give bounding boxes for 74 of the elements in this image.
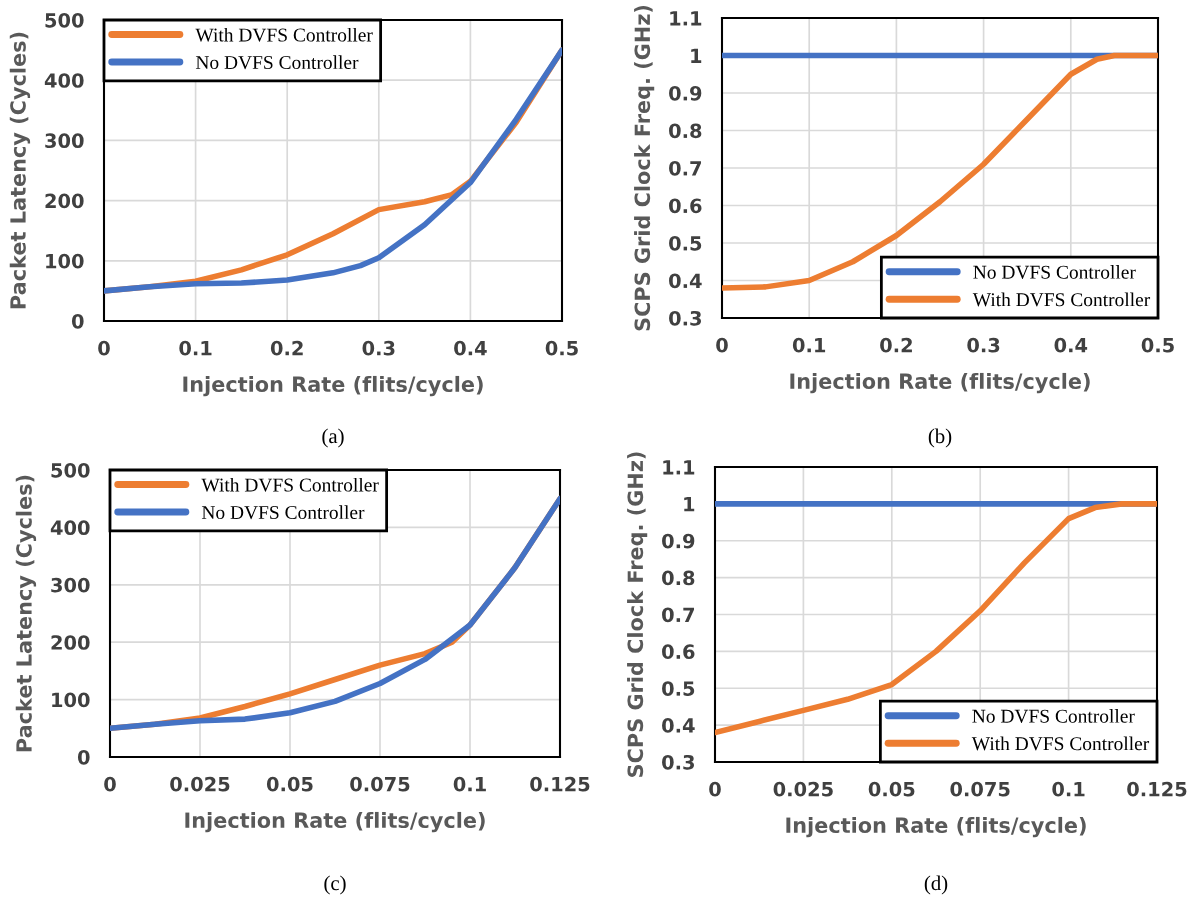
x-tick-label: 0.125 (1127, 781, 1187, 797)
x-tick-label: 0.05 (868, 781, 915, 797)
y-tick-label: 1.1 (663, 460, 695, 475)
y-tick-label: 200 (51, 635, 90, 650)
x-tick-label: 0.1 (179, 340, 212, 356)
x-tick-label: 0.075 (350, 776, 410, 792)
legend-label: No DVFS Controller (972, 709, 1135, 723)
y-tick-label: 500 (45, 12, 84, 28)
y-tick-label: 300 (51, 577, 90, 593)
legend-label: With DVFS Controller (201, 477, 379, 492)
x-tick-label: 0.4 (1054, 337, 1088, 353)
y-tick-label: 0.5 (662, 681, 695, 696)
x-tick-label: 0 (104, 776, 116, 792)
y-axis-title: Packet Latency (Cycles) (15, 475, 37, 752)
y-tick-label: 1.1 (670, 11, 702, 26)
y-tick-label: 0.4 (669, 273, 702, 289)
x-tick-label: 0.2 (880, 337, 912, 353)
text: (a) (322, 428, 344, 448)
x-tick-label: 0.075 (950, 781, 1010, 797)
x-tick-label: 0.3 (967, 337, 1000, 353)
y-tick-label: 0.4 (662, 718, 695, 733)
y-tick-label: 0.8 (669, 123, 702, 139)
y-tick-label: 0.5 (669, 235, 702, 251)
x-axis-title: Injection Rate (flits/cycle) (790, 372, 1090, 394)
y-axis-title: SCPS Grid Clock Freq. (GHz) (634, 5, 655, 331)
y-tick-label: 1 (691, 48, 702, 63)
y-tick-label: 0.3 (669, 310, 702, 326)
y-tick-label: 0.8 (662, 570, 695, 586)
legend-label: With DVFS Controller (972, 292, 1151, 307)
y-tick-label: 0.9 (662, 533, 695, 549)
x-tick-label: 0 (716, 337, 728, 353)
y-tick-label: 0 (71, 313, 84, 329)
legend-label: No DVFS Controller (973, 265, 1136, 279)
x-tick-label: 0.5 (545, 340, 578, 356)
y-tick-label: 500 (51, 462, 90, 478)
legend-label: No DVFS Controller (195, 55, 359, 70)
text: (c) (324, 875, 346, 895)
y-tick-label: 0.6 (662, 644, 695, 660)
x-tick-label: 0.3 (362, 340, 395, 356)
y-tick-label: 0.9 (669, 85, 702, 101)
legend-label: With DVFS Controller (971, 736, 1150, 751)
y-axis-title: SCPS Grid Clock Freq. (GHz) (627, 452, 648, 777)
x-tick-label: 0.1 (1052, 781, 1085, 797)
x-tick-label: 0.1 (453, 776, 486, 792)
x-tick-label: 0 (709, 781, 721, 797)
y-tick-label: 400 (50, 520, 90, 536)
y-tick-label: 1 (684, 497, 695, 512)
x-tick-label: 0 (98, 340, 110, 356)
x-tick-label: 0.2 (270, 340, 303, 356)
legend-label: With DVFS Controller (195, 27, 373, 42)
text: (b) (928, 428, 952, 448)
y-tick-label: 100 (46, 253, 84, 269)
x-tick-label: 0.025 (170, 776, 230, 792)
y-tick-label: 0.3 (662, 754, 695, 770)
y-tick-label: 400 (44, 73, 84, 88)
x-tick-label: 0.4 (454, 340, 487, 356)
x-axis-title: Injection Rate (flits/cycle) (786, 816, 1086, 838)
x-tick-label: 0.5 (1141, 337, 1174, 353)
y-tick-label: 0 (77, 749, 90, 765)
x-tick-label: 0.05 (266, 776, 313, 792)
y-tick-label: 0.6 (669, 198, 702, 214)
y-tick-label: 300 (45, 133, 84, 149)
y-axis-title: Packet Latency (Cycles) (9, 32, 31, 309)
x-tick-label: 0.125 (530, 776, 590, 792)
x-axis-title: Injection Rate (flits/cycle) (183, 375, 483, 397)
x-axis-title: Injection Rate (flits/cycle) (185, 811, 485, 833)
y-tick-label: 100 (52, 692, 90, 708)
y-tick-label: 200 (45, 193, 84, 209)
text: (d) (924, 875, 948, 895)
legend-label: No DVFS Controller (201, 505, 365, 520)
y-tick-label: 0.7 (669, 160, 702, 176)
y-tick-label: 0.7 (662, 607, 695, 623)
x-tick-label: 0.025 (773, 781, 833, 797)
x-tick-label: 0.1 (792, 337, 826, 353)
